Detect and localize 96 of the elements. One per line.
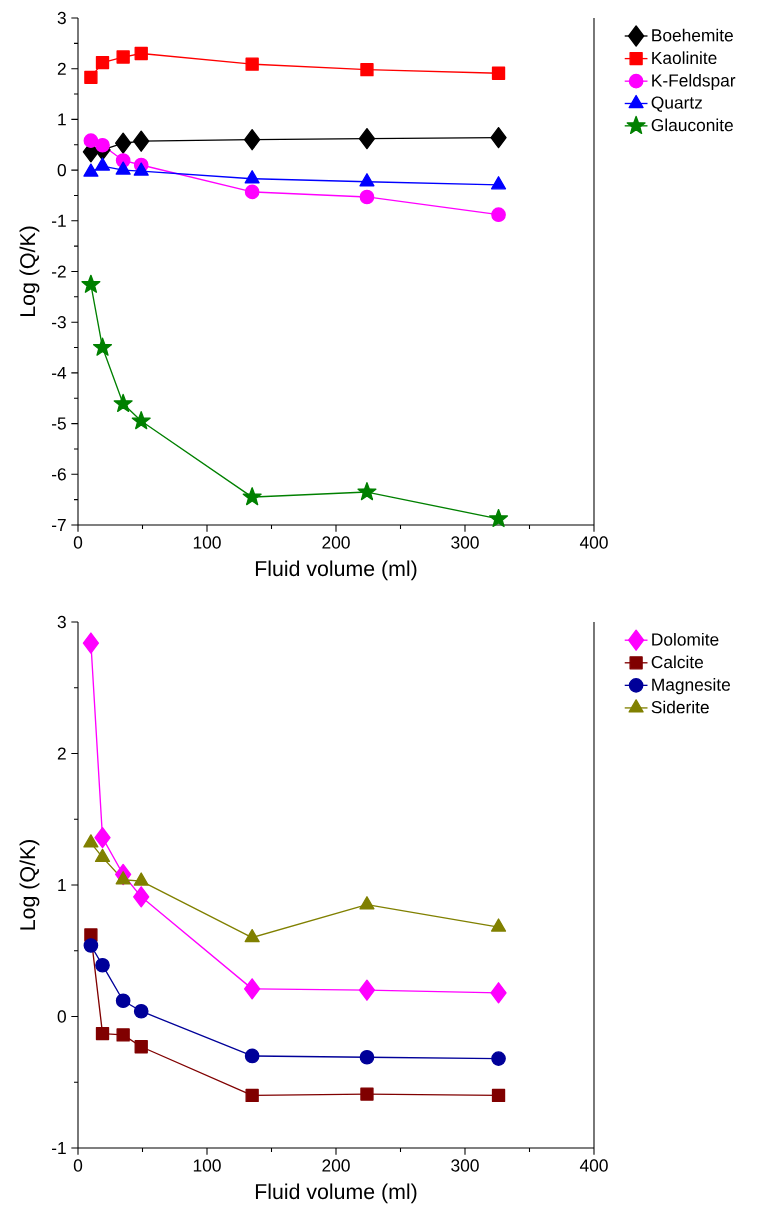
point	[242, 487, 262, 506]
point	[115, 993, 131, 1009]
point	[134, 46, 148, 61]
point	[243, 129, 261, 151]
legend-label: Dolomite	[652, 632, 719, 646]
point	[94, 826, 111, 849]
legend-label: Kaolinite	[652, 51, 717, 65]
point	[491, 1051, 506, 1066]
legend-label: Magnesite	[652, 678, 731, 695]
y-tick-label: -5	[51, 417, 66, 430]
y-tick-label: -1	[51, 1142, 66, 1154]
point	[359, 189, 375, 205]
x-tick-label: 200	[322, 1159, 350, 1172]
x-tick-label: 400	[579, 1159, 608, 1172]
point	[92, 337, 113, 356]
y-tick-label: 1	[58, 113, 66, 126]
point	[245, 57, 259, 71]
point	[488, 508, 509, 528]
legend-label: Siderite	[651, 700, 709, 714]
x-tick-label: 100	[193, 1159, 221, 1172]
point	[360, 63, 374, 77]
point	[490, 918, 507, 932]
point	[95, 957, 110, 973]
y-tick-label: -6	[51, 468, 66, 481]
point	[244, 928, 260, 943]
point	[133, 162, 149, 176]
legend-label: Quartz	[651, 96, 702, 112]
y-tick-label: 2	[57, 62, 66, 75]
point	[357, 482, 377, 501]
x-tick-label: 300	[451, 1159, 479, 1172]
point	[245, 1088, 259, 1103]
point	[490, 176, 507, 190]
point	[133, 130, 150, 152]
y-tick-label: -7	[51, 519, 66, 531]
point	[115, 161, 131, 175]
x-tick-label: 0	[73, 1159, 83, 1172]
y-tick-label: 3	[57, 11, 66, 25]
x-tick-label: 400	[579, 536, 608, 549]
y-axis-title: Log (Q/K)	[19, 226, 40, 316]
y-axis-title: Log (Q/K)	[19, 840, 40, 930]
point	[490, 982, 507, 1004]
point	[359, 1049, 375, 1065]
point	[82, 632, 100, 654]
point	[491, 66, 506, 80]
y-tick-label: -3	[51, 316, 66, 329]
point	[359, 173, 375, 187]
y-tick-label: 1	[58, 879, 66, 891]
point	[113, 393, 133, 413]
x-axis-title: Fluid volume (ml)	[255, 560, 417, 581]
y-tick-label: 2	[57, 747, 66, 760]
legend-label: Glauconite	[651, 118, 733, 132]
x-tick-label: 200	[322, 536, 350, 549]
point	[358, 127, 376, 150]
point	[116, 50, 130, 64]
point	[133, 872, 149, 886]
point	[84, 70, 98, 84]
point	[491, 1088, 506, 1103]
point	[131, 411, 151, 430]
point	[244, 1048, 260, 1064]
point	[83, 163, 99, 177]
point	[360, 1087, 374, 1101]
point	[490, 126, 507, 149]
point	[491, 207, 506, 223]
y-tick-label: -2	[51, 265, 66, 278]
point	[94, 157, 111, 171]
point	[133, 1003, 149, 1019]
point	[81, 274, 101, 293]
point	[358, 979, 376, 1001]
point	[133, 886, 150, 908]
point	[94, 848, 111, 863]
point	[114, 132, 132, 154]
y-tick-label: 0	[57, 1010, 66, 1023]
point	[95, 1026, 110, 1041]
y-tick-label: 3	[57, 615, 66, 629]
point	[244, 184, 260, 200]
point	[115, 871, 131, 885]
legend-label: Calcite	[651, 655, 704, 669]
x-axis-title: Fluid volume (ml)	[255, 1183, 417, 1204]
y-tick-label: -1	[51, 214, 66, 227]
y-tick-label: -4	[51, 366, 67, 379]
point	[359, 896, 375, 910]
point	[116, 1028, 130, 1042]
legend-label: Boehemite	[652, 28, 733, 42]
x-tick-label: 300	[451, 536, 479, 549]
y-tick-label: 0	[57, 163, 66, 177]
legend-label: K-Feldspar	[652, 73, 736, 91]
x-tick-label: 100	[193, 536, 221, 549]
point	[83, 133, 99, 149]
point	[95, 137, 110, 153]
point	[243, 978, 261, 1000]
point	[134, 1040, 148, 1054]
point	[83, 834, 99, 848]
point	[83, 938, 99, 953]
x-tick-label: 0	[73, 536, 83, 549]
point	[244, 170, 260, 184]
point	[95, 55, 110, 70]
